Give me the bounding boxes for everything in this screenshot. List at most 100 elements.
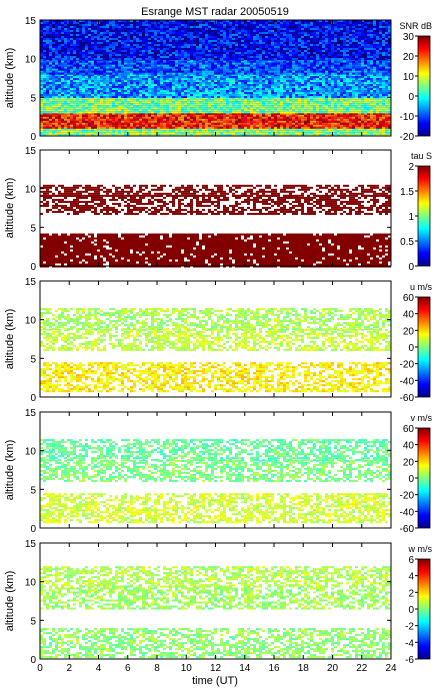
data-cell (370, 86, 373, 89)
data-cell (145, 132, 148, 135)
data-cell (202, 118, 205, 121)
data-cell (247, 86, 250, 89)
data-cell (295, 80, 298, 83)
data-cell (199, 86, 202, 89)
data-cell (313, 62, 316, 65)
data-cell (154, 60, 157, 63)
data-cell (121, 122, 124, 125)
data-cell (304, 112, 307, 115)
data-cell (124, 88, 127, 91)
data-cell (94, 130, 97, 133)
data-cell (223, 74, 226, 77)
data-cell (328, 103, 331, 106)
data-cell (355, 70, 358, 73)
data-cell (307, 118, 310, 121)
data-layer-2 (40, 97, 391, 114)
data-cell (232, 132, 235, 135)
data-cell (49, 103, 52, 106)
data-cell (310, 76, 313, 79)
data-cell (121, 112, 124, 115)
data-cell (220, 118, 223, 121)
data-cell (259, 84, 262, 87)
data-cell (238, 109, 241, 112)
data-cell (379, 99, 382, 102)
data-cell (109, 124, 112, 127)
data-cell (277, 116, 280, 119)
data-cell (226, 20, 229, 22)
data-cell (319, 62, 322, 65)
data-cell (205, 114, 208, 117)
data-cell (157, 130, 160, 133)
data-cell (370, 101, 373, 104)
data-cell (358, 66, 361, 69)
data-cell (205, 76, 208, 79)
data-cell (190, 82, 193, 85)
data-cell (322, 122, 325, 125)
data-cell (73, 70, 76, 73)
data-cell (319, 120, 322, 123)
data-cell (247, 96, 250, 99)
data-cell (55, 107, 58, 110)
data-cell (271, 20, 274, 22)
data-cell (55, 22, 58, 24)
data-cell (151, 107, 154, 110)
data-cell (196, 122, 199, 125)
data-cell (61, 62, 64, 65)
data-cell (79, 130, 82, 133)
data-cell (142, 99, 145, 102)
data-cell (166, 66, 169, 69)
data-cell (157, 105, 160, 108)
data-cell (205, 24, 208, 26)
data-cell (202, 82, 205, 85)
data-cell (202, 24, 205, 26)
data-cell (214, 128, 217, 131)
data-cell (376, 78, 379, 81)
data-cell (130, 96, 133, 99)
data-cell (91, 118, 94, 121)
data-cell (49, 62, 52, 65)
data-cell (286, 126, 289, 129)
data-cell (340, 96, 343, 99)
data-cell (364, 62, 367, 65)
data-cell (307, 128, 310, 131)
data-cell (184, 118, 187, 121)
data-cell (352, 86, 355, 89)
data-cell (229, 70, 232, 73)
data-cell (79, 84, 82, 87)
data-cell (115, 22, 118, 24)
data-cell (289, 70, 292, 73)
data-cell (82, 101, 85, 104)
data-cell (103, 70, 106, 73)
data-cell (43, 22, 46, 24)
data-cell (190, 22, 193, 24)
data-cell (280, 114, 283, 117)
data-cell (331, 96, 334, 99)
data-cell (205, 22, 208, 24)
data-cell (235, 97, 238, 100)
data-cell (196, 84, 199, 87)
data-cell (355, 92, 358, 95)
data-cell (88, 118, 91, 121)
data-cell (271, 132, 274, 135)
data-cell (295, 107, 298, 110)
data-cell (280, 84, 283, 87)
data-cell (130, 68, 133, 71)
data-cell (121, 22, 124, 24)
data-cell (46, 116, 49, 119)
data-cell (346, 122, 349, 125)
data-cell (154, 78, 157, 81)
data-cell (100, 107, 103, 110)
data-cell (271, 94, 274, 97)
data-cell (226, 116, 229, 119)
data-cell (49, 76, 52, 79)
data-cell (115, 134, 118, 137)
data-cell (244, 128, 247, 131)
data-cell (280, 60, 283, 63)
data-cell (361, 68, 364, 71)
data-cell (301, 120, 304, 123)
data-cell (316, 88, 319, 91)
data-cell (292, 112, 295, 115)
data-cell (202, 72, 205, 75)
data-cell (310, 120, 313, 123)
data-cell (166, 96, 169, 99)
